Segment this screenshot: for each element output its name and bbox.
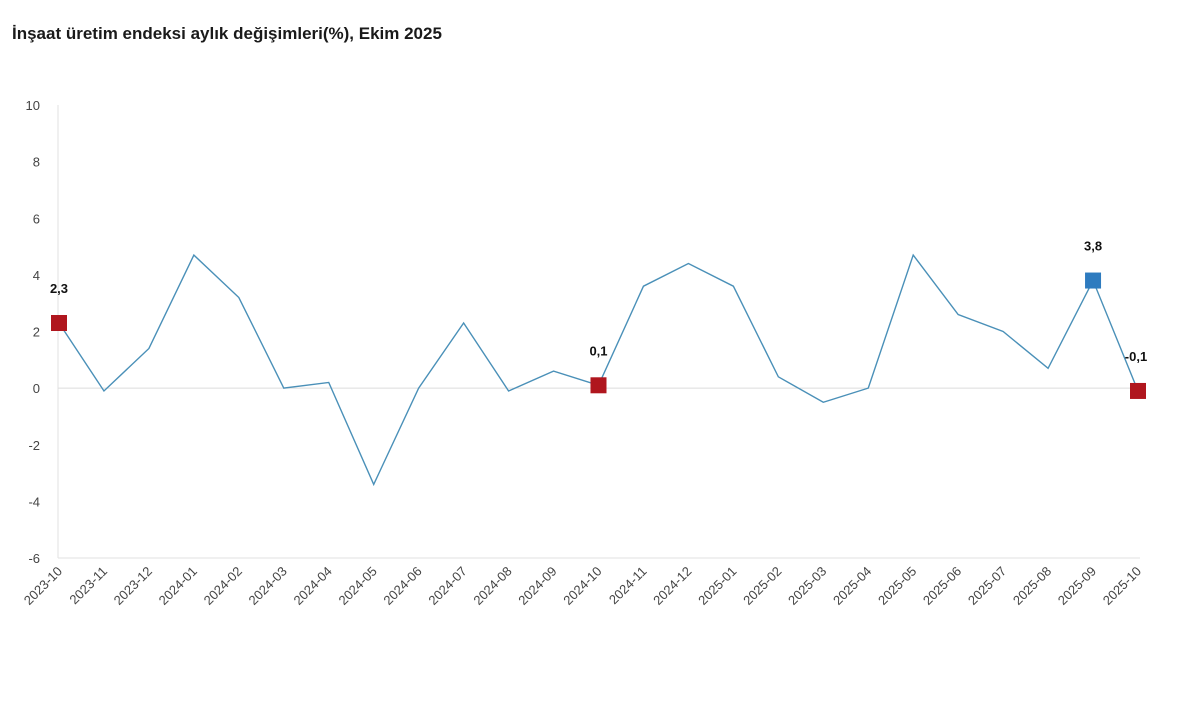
- y-tick-label: 0: [33, 381, 40, 396]
- x-tick-label: 2023-11: [66, 564, 110, 608]
- highlight-marker: [51, 315, 67, 332]
- highlight-marker: [1085, 272, 1102, 289]
- x-tick-label: 2023-10: [21, 564, 65, 608]
- y-tick-label: -4: [28, 494, 40, 509]
- series-line: [58, 253, 1139, 487]
- y-tick-label: 6: [33, 211, 40, 226]
- highlight-marker: [590, 377, 607, 394]
- x-tick-label: 2025-05: [875, 564, 919, 608]
- x-tick-label: 2025-01: [695, 564, 739, 608]
- y-tick-label: -2: [28, 438, 40, 453]
- x-tick-label: 2023-12: [111, 564, 155, 608]
- x-tick-label: 2024-05: [335, 564, 379, 608]
- y-tick-label: 10: [26, 98, 40, 113]
- x-tick-label: 2024-10: [560, 564, 604, 608]
- x-tick-label: 2025-10: [1100, 564, 1144, 608]
- data-label: 0,1: [589, 343, 607, 358]
- x-tick-label: 2024-03: [246, 564, 290, 608]
- x-tick-label: 2024-09: [515, 564, 559, 608]
- x-tick-label: 2025-09: [1055, 564, 1099, 608]
- x-tick-label: 2024-02: [201, 564, 245, 608]
- y-tick-label: 8: [33, 155, 40, 170]
- data-label: 3,8: [1084, 239, 1102, 254]
- x-tick-label: 2024-06: [380, 564, 424, 608]
- x-tick-label: 2025-03: [785, 564, 829, 608]
- x-tick-label: 2025-02: [740, 564, 784, 608]
- data-label: 2,3: [50, 281, 68, 296]
- highlight-marker: [1130, 382, 1146, 399]
- chart-title: İnşaat üretim endeksi aylık değişimleri(…: [12, 24, 442, 43]
- x-tick-label: 2024-08: [470, 564, 514, 608]
- x-tick-label: 2025-04: [830, 564, 874, 608]
- y-tick-label: 2: [33, 325, 40, 340]
- x-tick-label: 2024-11: [606, 564, 650, 608]
- x-tick-label: 2024-04: [291, 564, 335, 608]
- x-tick-label: 2025-08: [1010, 564, 1054, 608]
- x-tick-label: 2024-07: [425, 564, 469, 608]
- y-tick-label: -6: [28, 551, 40, 566]
- data-label: -0,1: [1125, 349, 1147, 364]
- x-tick-label: 2024-01: [156, 564, 200, 608]
- x-tick-label: 2025-07: [965, 564, 1009, 608]
- y-tick-label: 4: [33, 268, 40, 283]
- x-tick-label: 2025-06: [920, 564, 964, 608]
- x-tick-label: 2024-12: [650, 564, 694, 608]
